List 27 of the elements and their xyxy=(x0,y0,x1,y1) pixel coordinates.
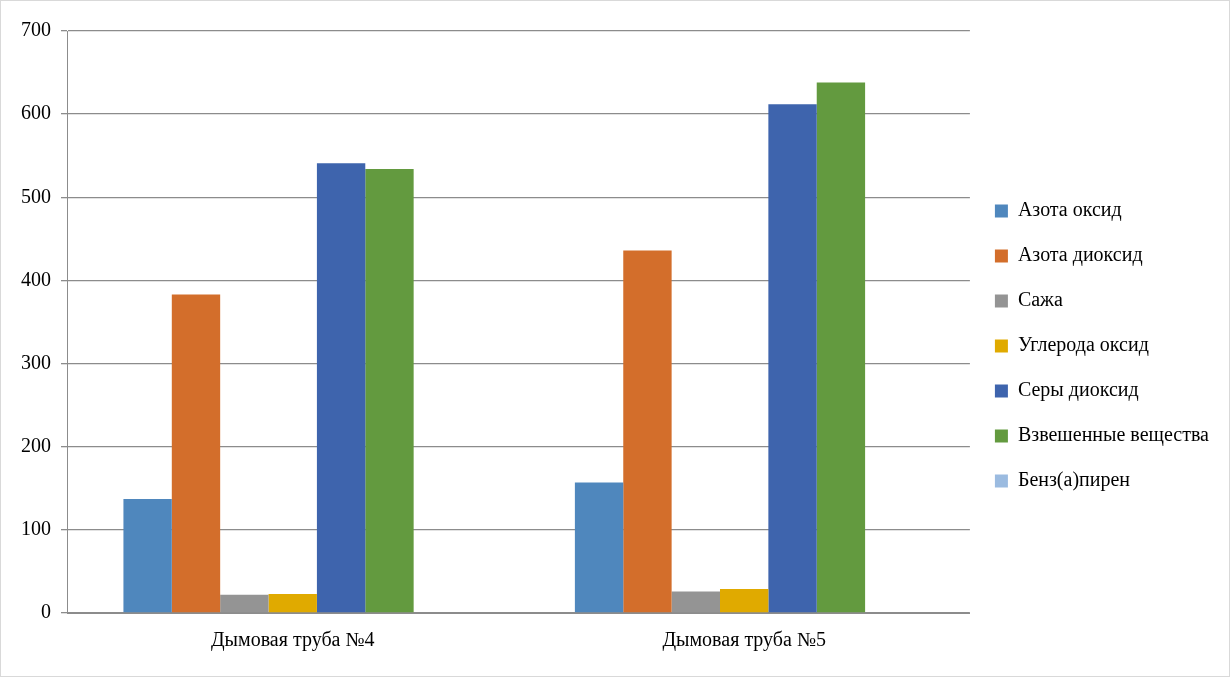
bar xyxy=(768,104,817,613)
legend-label: Сажа xyxy=(1017,288,1063,311)
legend-label: Взвешенные вещества xyxy=(1017,423,1210,447)
x-tick-label: Дымовая труба №4 xyxy=(210,628,375,652)
legend-label: Серы диоксид xyxy=(1017,378,1139,402)
y-tick-label: 200 xyxy=(21,433,51,456)
y-tick-label: 600 xyxy=(21,101,51,124)
legend-label: Азота диоксид xyxy=(1017,243,1143,267)
x-tick-label: Дымовая труба №5 xyxy=(662,628,826,652)
y-tick-label: 700 xyxy=(21,18,51,41)
legend-label: Азота оксид xyxy=(1017,198,1122,222)
y-tick-label: 300 xyxy=(21,350,51,373)
bar xyxy=(623,250,672,613)
bar xyxy=(574,482,624,613)
y-tick-label: 0 xyxy=(41,600,51,623)
legend-label: Бенз(а)пирен xyxy=(1017,468,1131,492)
bar xyxy=(316,163,366,613)
y-tick-label: 100 xyxy=(21,517,51,540)
bar xyxy=(268,593,317,613)
bar xyxy=(123,499,172,613)
bar xyxy=(171,294,221,613)
y-tick-label: 500 xyxy=(21,184,51,207)
y-tick-label: 400 xyxy=(21,267,51,290)
bar xyxy=(720,588,769,613)
bar xyxy=(365,169,414,613)
bar xyxy=(816,82,866,613)
legend-label: Углерода оксид xyxy=(1017,333,1149,357)
